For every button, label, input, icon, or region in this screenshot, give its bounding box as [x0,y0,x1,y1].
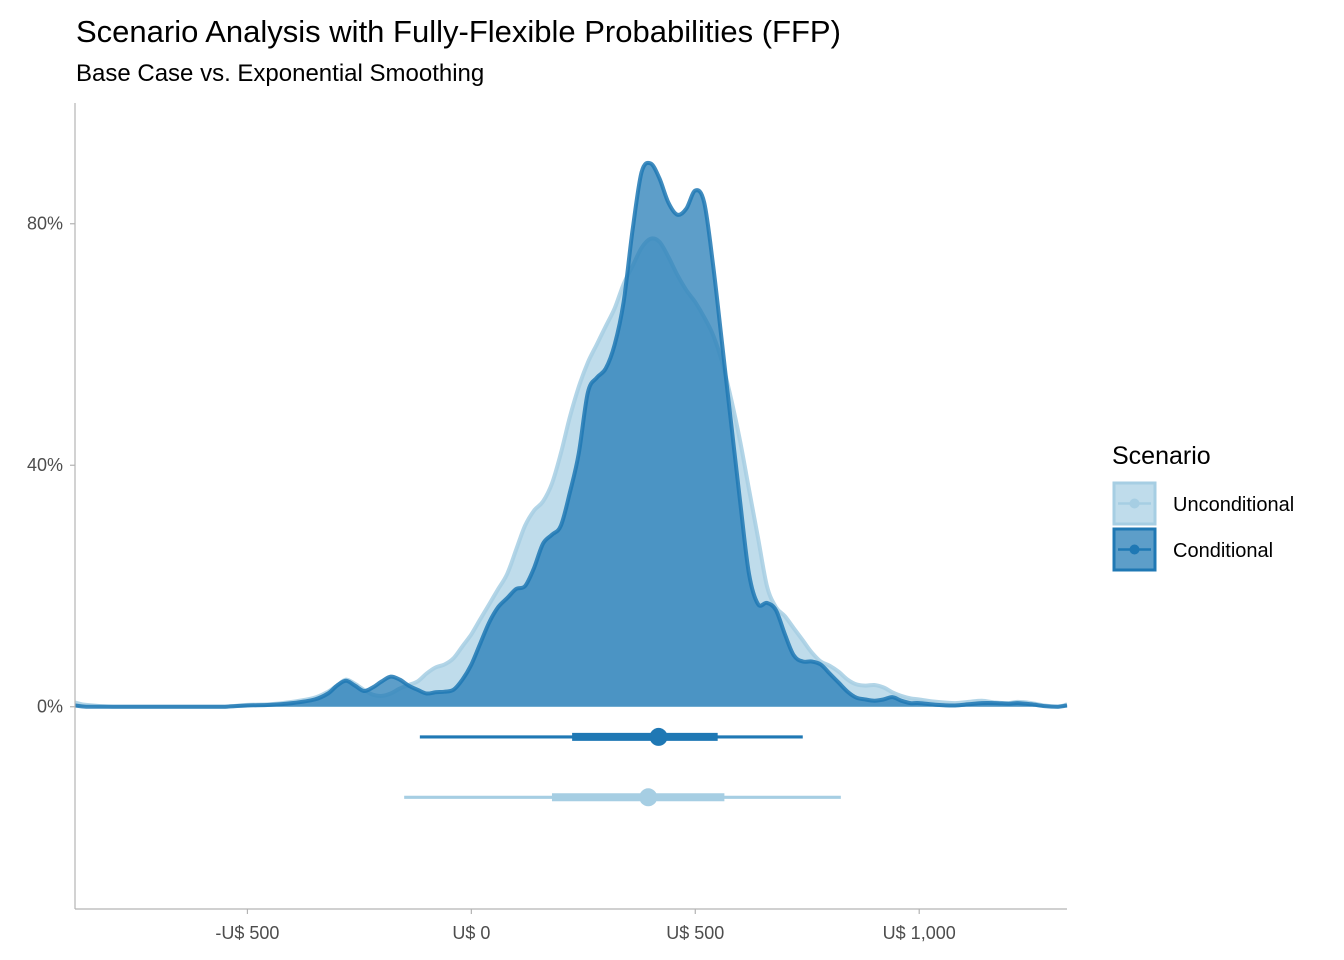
x-tick-label: U$ 500 [666,923,724,943]
legend-item-unconditional: Unconditional [1112,481,1294,526]
chart-subtitle: Base Case vs. Exponential Smoothing [76,60,484,87]
legend-label-conditional: Conditional [1173,540,1273,562]
density-layer [74,160,1068,709]
density-fill-conditional [75,162,1067,707]
interval-point-conditional [649,727,668,746]
legend-key-point-conditional [1129,544,1140,555]
y-axis: 0% 40% 80% [27,214,75,717]
legend-title: Scenario [1112,442,1211,470]
x-axis: -U$ 500 U$ 0 U$ 500 U$ 1,000 [215,909,956,943]
y-tick-label: 0% [37,697,63,717]
x-tick-label: U$ 0 [452,923,490,943]
interval-layer [404,727,841,807]
legend-item-conditional: Conditional [1112,527,1273,572]
y-tick-label: 80% [27,214,63,234]
chart-title: Scenario Analysis with Fully-Flexible Pr… [76,14,841,49]
density-line-conditional [74,160,1068,709]
legend: Scenario Unconditional Conditional [1112,442,1294,572]
legend-label-unconditional: Unconditional [1173,494,1294,516]
x-tick-label: -U$ 500 [215,923,279,943]
plot-area: 0% 40% 80% -U$ 500 U$ 0 U$ 500 U$ 1,000 [27,103,1068,943]
legend-items: Unconditional Conditional [1112,481,1294,572]
density-fill-unconditional [75,238,1067,707]
x-tick-label: U$ 1,000 [883,923,956,943]
interval-point-unconditional [639,788,658,807]
y-tick-label: 40% [27,455,63,475]
legend-key-point-unconditional [1129,498,1140,509]
